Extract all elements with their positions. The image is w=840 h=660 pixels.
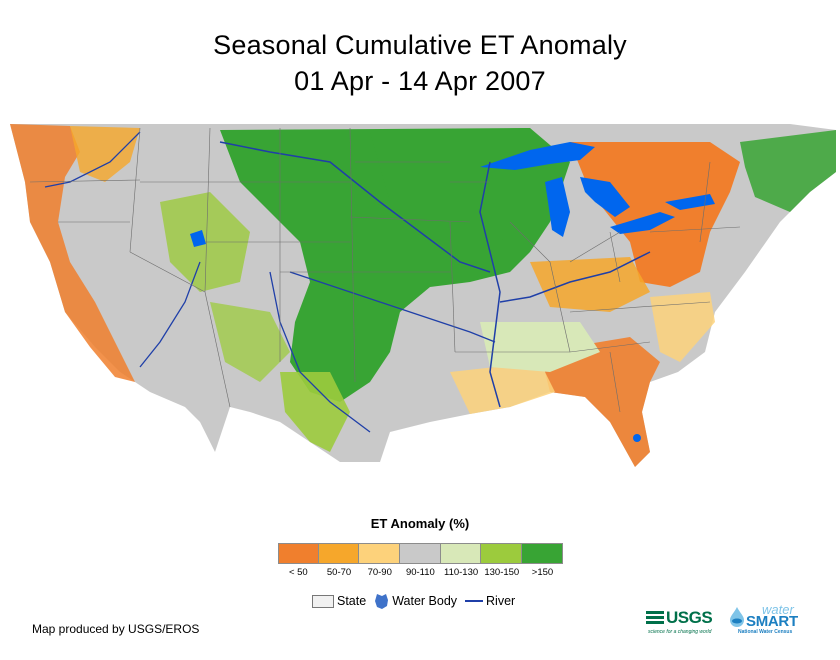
pacific-northwest-orange [70,126,140,182]
lake-michigan [545,177,570,237]
water-droplet-icon [730,607,744,627]
reference-legend: State Water Body River [312,592,523,610]
upper-midwest-green [370,128,555,242]
texas-green [280,372,350,452]
state-symbol [312,594,334,608]
great-salt-lake [190,230,206,247]
legend-swatch-0 [278,543,319,564]
mid-south-light-green [480,322,600,372]
map-date-range: 01 Apr - 14 Apr 2007 [294,66,546,96]
lake-superior [480,142,595,170]
state-boundaries [29,127,741,413]
columbia-river [44,131,141,188]
usgs-wave-icon [646,611,664,624]
watersmart-water-text: water [762,602,794,617]
watersmart-smart-text: SMART [746,613,798,630]
legend-swatch-4 [440,543,482,564]
carolinas-light-orange [650,292,715,362]
legend-river-label: River [486,594,516,608]
southeast-dry-region [540,337,660,467]
lake-okeechobee [633,434,641,442]
lake-ontario [665,194,715,210]
lake-erie [610,212,675,234]
legend-swatch-5 [481,543,523,564]
map-credit: Map produced by USGS/EROS [32,622,200,636]
legend-state-label: State [337,594,367,608]
map-title: Seasonal Cumulative ET Anomaly [213,30,627,60]
legend-swatch-label-3: 90-110 [405,567,435,578]
legend-swatch-label-1: 50-70 [326,567,352,578]
legend-color-scale [278,543,563,564]
legend-item-water-body: Water Body [374,592,457,610]
ohio-valley-orange [530,257,650,312]
usgs-tagline: science for a changing world [648,629,712,635]
mississippi-river [479,161,501,408]
legend-swatch-label-4: 110-130 [444,567,479,578]
arkansas-river [289,271,496,343]
legend-title: ET Anomaly (%) [370,516,470,531]
legend-swatch-1 [318,543,360,564]
usgs-wordmark: USGS [666,608,713,627]
legend-item-river: River [465,594,515,608]
watersmart-subtitle: National Water Census [738,629,793,635]
new-england-green [740,130,836,212]
ohio-river [499,251,651,303]
legend-labels: < 50 50-70 70-90 90-110 110-130 130-150 >150 [278,567,563,578]
southwest-green-patches [210,302,290,382]
legend-swatch-label-5: 130-150 [484,567,520,578]
legend-swatch-label-2: 70-90 [367,567,392,578]
et-anomaly-map [10,124,836,467]
legend-swatch-6 [522,543,563,564]
missouri-river [219,141,491,273]
legend-swatch-3 [400,543,441,564]
legend-water-body-label: Water Body [392,594,458,608]
legend-swatch-label-0: < 50 [288,567,308,578]
pacific-coast-dry-region [10,124,135,382]
water-drop-icon [375,594,389,609]
rio-grande [269,271,371,433]
river-symbol [465,600,484,602]
legend-swatch-label-6: >150 [531,567,554,578]
colorado-river [139,261,201,368]
lake-huron [580,177,630,217]
legend-swatch-2 [359,543,401,564]
gulf-coast-light-orange [450,362,555,414]
legend-item-state: State [312,594,366,608]
